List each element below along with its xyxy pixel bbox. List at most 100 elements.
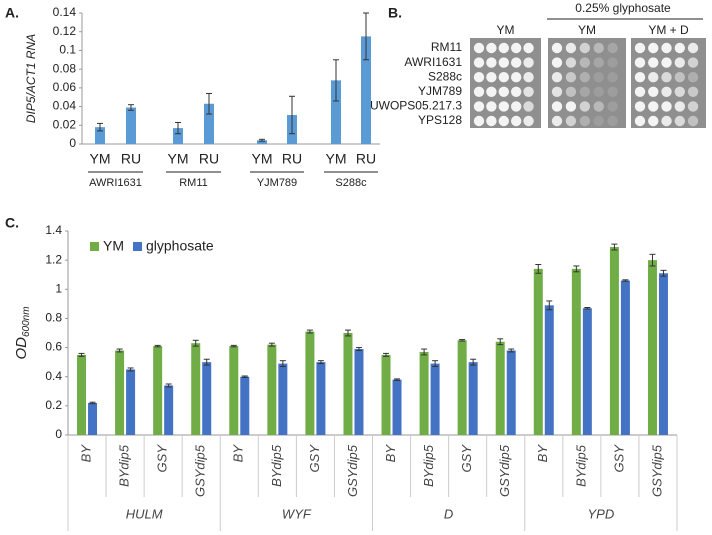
bar (267, 344, 277, 435)
plate-header: YM (578, 23, 596, 37)
error-bar (573, 265, 580, 273)
spot (648, 86, 659, 98)
error-bar (622, 279, 629, 282)
x-tick-label: YM (252, 151, 273, 167)
spot (551, 101, 563, 112)
bar (204, 103, 214, 144)
spot (634, 57, 646, 68)
spot (674, 57, 685, 68)
strain-label: RM11 (431, 40, 462, 54)
spot (648, 115, 659, 127)
error-bar (333, 59, 339, 102)
strain-label: AWRI1631 (404, 55, 462, 69)
spot (674, 42, 685, 54)
error-bar (546, 300, 553, 311)
error-bar (306, 329, 313, 334)
spot (661, 42, 672, 54)
bar (361, 36, 371, 145)
spot (634, 115, 646, 127)
error-bar (279, 360, 286, 368)
bar (153, 346, 163, 435)
error-bar (289, 95, 295, 135)
spot (486, 72, 497, 83)
error-bar (432, 360, 439, 368)
bar (77, 354, 87, 435)
spot (687, 72, 699, 83)
spot (510, 115, 522, 127)
bar (331, 80, 341, 144)
error-bar (611, 243, 618, 251)
error-bar (203, 358, 210, 366)
x-tick-label: RU (121, 151, 141, 167)
spot (565, 115, 577, 127)
spot (510, 57, 522, 68)
x-tick-label: GSYdip5 (497, 444, 512, 497)
bar (381, 354, 391, 435)
spot (523, 57, 534, 68)
legend-swatch (133, 242, 142, 251)
spot (661, 72, 672, 83)
error-bar (383, 352, 390, 357)
x-tick-label: BY (231, 444, 246, 463)
x-tick-label: BY (78, 444, 93, 463)
spot (498, 57, 509, 68)
spot (473, 57, 485, 68)
error-bar (660, 269, 667, 277)
x-tick-label: BYdip5 (117, 444, 132, 487)
x-tick-label: GSY (459, 444, 474, 473)
spot (687, 115, 699, 127)
spot (648, 57, 659, 68)
error-bar (89, 401, 96, 405)
y-tick-label: 1.4 (45, 223, 62, 237)
error-bar (230, 344, 237, 348)
bar (240, 376, 250, 435)
spot (607, 86, 618, 98)
plate-photo (548, 38, 626, 128)
x-tick-label: BY (383, 444, 398, 463)
spot (648, 42, 659, 54)
strain-label: UWOPS05.217.3 (370, 99, 462, 113)
x-tick-label: BYdip5 (269, 444, 284, 487)
y-tick-label: 0.06 (53, 80, 77, 94)
spot (634, 42, 646, 54)
spot (634, 72, 646, 83)
spot (634, 86, 646, 98)
bar (202, 362, 212, 435)
error-bar (165, 383, 172, 388)
error-bar (127, 367, 134, 372)
error-bar (508, 348, 515, 353)
spot (607, 101, 618, 112)
error-bar (344, 329, 351, 337)
bar (457, 340, 467, 435)
spot (607, 42, 618, 54)
spot (674, 115, 685, 127)
spot (510, 42, 522, 54)
y-axis-label-sub: 600nm (21, 306, 32, 337)
spot (674, 101, 685, 112)
error-bar (421, 348, 428, 356)
plate-header: YM + D (648, 23, 689, 37)
bar (620, 280, 630, 435)
error-bar (78, 352, 85, 357)
spot (607, 72, 618, 83)
spot (486, 42, 497, 54)
spot (498, 72, 509, 83)
error-bar (259, 138, 265, 142)
x-tick-label: RU (356, 151, 376, 167)
treatment-label: 0.25% glyphosate (575, 1, 671, 15)
error-bar (535, 264, 542, 274)
bar (571, 268, 581, 435)
spot (498, 115, 509, 127)
y-tick-label: 0.2 (45, 398, 62, 412)
spot (551, 86, 563, 98)
spot (593, 72, 604, 83)
bar (95, 127, 105, 144)
spot (661, 86, 672, 98)
y-axis-label: OD600nm (13, 306, 32, 359)
spot (661, 101, 672, 112)
spot (473, 42, 485, 54)
spot (498, 86, 509, 98)
bar (257, 140, 267, 144)
spot (510, 72, 522, 83)
